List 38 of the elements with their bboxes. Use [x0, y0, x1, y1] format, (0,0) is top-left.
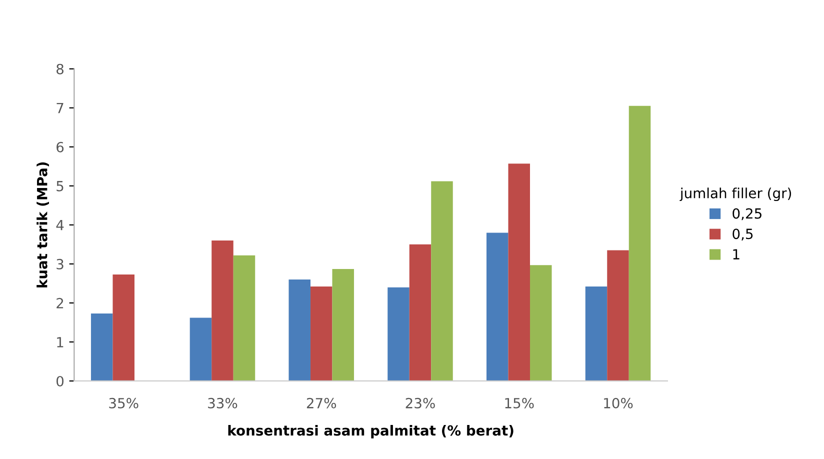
- x-tick-label: 35%: [109, 398, 138, 408]
- bar: [530, 265, 552, 381]
- legend-label: 1: [733, 249, 740, 260]
- y-tick-label: 6: [56, 142, 64, 152]
- x-tick-label: 27%: [306, 398, 336, 408]
- legend-title: jumlah filler (gr): [680, 188, 792, 202]
- y-tick-label: 4: [56, 220, 64, 230]
- bar: [607, 250, 629, 381]
- legend-label: 0,25: [732, 208, 762, 220]
- y-axis-title: kuat tarik (MPa): [36, 162, 49, 288]
- bar: [409, 244, 432, 381]
- y-tick-label: 3: [56, 258, 64, 270]
- legend-label: 0,5: [732, 228, 753, 241]
- bar: [233, 255, 256, 381]
- bar: [486, 232, 508, 381]
- bar: [190, 318, 212, 381]
- x-tick-label: 23%: [406, 398, 435, 408]
- bar: [310, 286, 332, 381]
- x-tick-label: 15%: [505, 398, 534, 408]
- bar: [288, 280, 310, 381]
- x-tick-label: 10%: [604, 398, 633, 408]
- bar: [332, 268, 354, 381]
- y-tick-label: 5: [56, 181, 64, 192]
- bar: [388, 287, 410, 381]
- y-tick-label: 8: [56, 64, 64, 74]
- y-tick-label: 1: [57, 337, 64, 348]
- bar: [585, 286, 608, 381]
- y-tick-label: 2: [56, 298, 64, 308]
- x-tick-label: 33%: [208, 398, 238, 408]
- bar: [212, 240, 234, 381]
- bar: [90, 313, 113, 381]
- bar: [112, 274, 134, 381]
- bar: [508, 164, 530, 381]
- y-tick-label: 0: [56, 376, 64, 386]
- y-tick-label: 7: [56, 103, 64, 114]
- bar: [628, 106, 651, 381]
- bar: [431, 181, 453, 381]
- x-axis-title: konsentrasi asam palmitat (% berat): [228, 424, 514, 438]
